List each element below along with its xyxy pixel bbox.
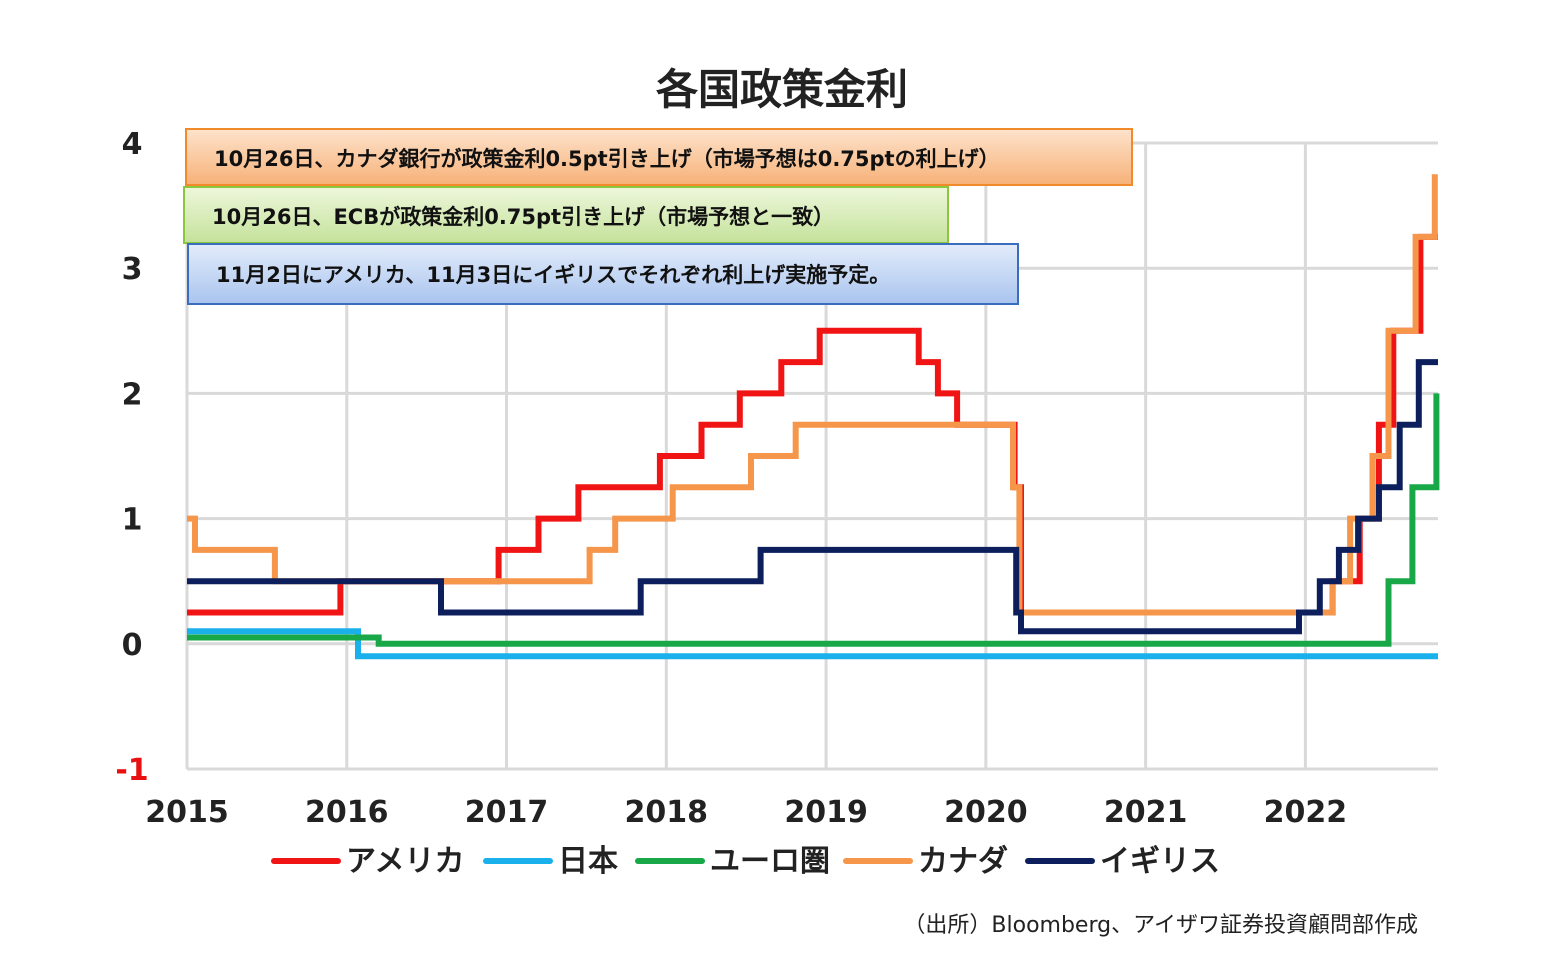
series-line — [187, 174, 1438, 616]
y-tick-label: 1 — [122, 503, 143, 538]
x-tick-label: 2019 — [784, 795, 868, 830]
y-tick-label: 3 — [122, 252, 143, 287]
y-tick-label: 4 — [122, 127, 143, 162]
x-tick-label: 2017 — [465, 795, 549, 830]
annotation-text: 11月2日にアメリカ、11月3日にイギリスでそれぞれ利上げ実施予定。 — [216, 263, 890, 287]
annotation-box — [185, 128, 1133, 186]
series-line — [187, 393, 1440, 647]
x-tick-label: 2018 — [625, 795, 709, 830]
legend: アメリカ 日本 ユーロ圏 カナダ イギリス — [271, 844, 1220, 879]
legend-label: アメリカ — [346, 844, 465, 879]
legend-label: イギリス — [1100, 844, 1220, 879]
x-tick-label: 2020 — [944, 795, 1028, 830]
annotation-box — [187, 243, 1019, 305]
y-tick-label: -1 — [115, 753, 148, 788]
x-axis-labels: 2015 2016 2017 2018 2019 2020 2021 2022 — [145, 795, 1347, 830]
series-line — [187, 628, 1438, 660]
annotation-box — [183, 186, 949, 244]
annotation-text: 10月26日、カナダ銀行が政策金利0.5pt引き上げ（市場予想は0.75ptの利… — [214, 147, 1000, 171]
x-tick-label: 2016 — [305, 795, 389, 830]
y-axis-labels: -1 0 1 2 3 4 — [115, 127, 148, 788]
x-tick-label: 2021 — [1104, 795, 1188, 830]
source-note: （出所）Bloomberg、アイザワ証券投資顧問部作成 — [903, 913, 1418, 938]
chart-title: 各国政策金利 — [656, 65, 908, 114]
annotation-boxes: 10月26日、カナダ銀行が政策金利0.5pt引き上げ（市場予想は0.75ptの利… — [183, 128, 1133, 305]
series-lines — [187, 174, 1440, 660]
legend-label: ユーロ圏 — [710, 844, 830, 879]
y-tick-label: 2 — [122, 377, 143, 412]
x-tick-label: 2015 — [145, 795, 229, 830]
series-line — [187, 359, 1438, 635]
y-tick-label: 0 — [122, 628, 143, 663]
legend-label: 日本 — [558, 844, 618, 879]
x-tick-label: 2022 — [1264, 795, 1348, 830]
annotation-text: 10月26日、ECBが政策金利0.75pt引き上げ（市場予想と一致） — [212, 205, 834, 229]
legend-label: カナダ — [918, 844, 1008, 879]
